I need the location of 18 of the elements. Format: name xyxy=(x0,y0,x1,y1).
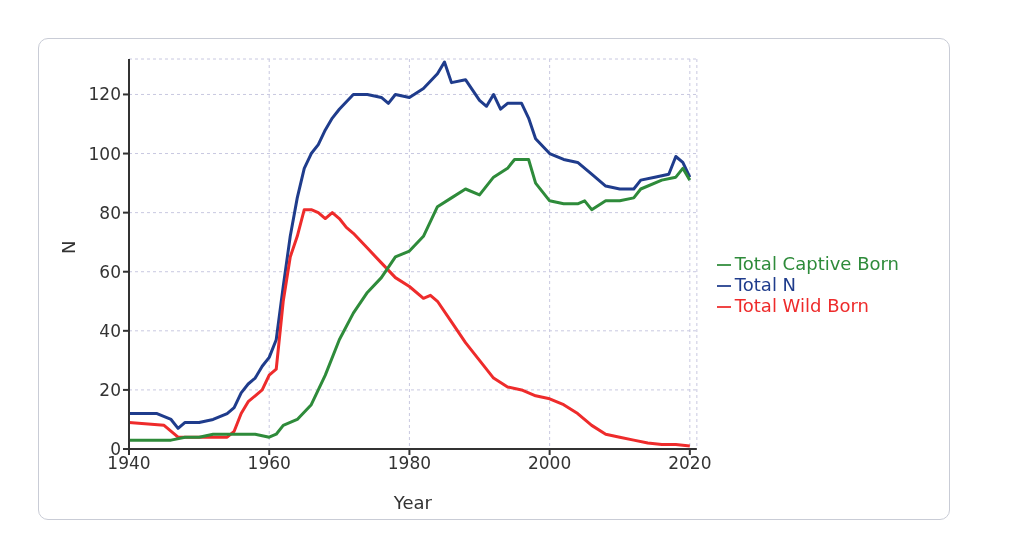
x-axis-title: Year xyxy=(392,492,433,513)
line-series xyxy=(129,60,692,430)
x-tick-label: 2020 xyxy=(668,453,712,474)
y-tick-label: 60 xyxy=(99,261,121,282)
legend-label: Total N xyxy=(734,273,797,295)
y-tick-label: 100 xyxy=(88,143,121,164)
legend-label: Total Captive Born xyxy=(734,252,899,274)
x-tick-label: 1960 xyxy=(247,453,291,474)
y-tick-label: 80 xyxy=(99,202,121,223)
x-tick-label: 2000 xyxy=(527,453,572,474)
line-series xyxy=(129,157,692,442)
x-tick-label: 1980 xyxy=(387,453,432,474)
legend-label: Total Wild Born xyxy=(734,294,870,316)
y-tick-label: 40 xyxy=(99,320,121,341)
line-series xyxy=(129,208,692,448)
y-axis-title: N xyxy=(58,240,80,254)
y-tick-label: 20 xyxy=(99,379,121,400)
y-tick-label: 120 xyxy=(88,84,121,105)
